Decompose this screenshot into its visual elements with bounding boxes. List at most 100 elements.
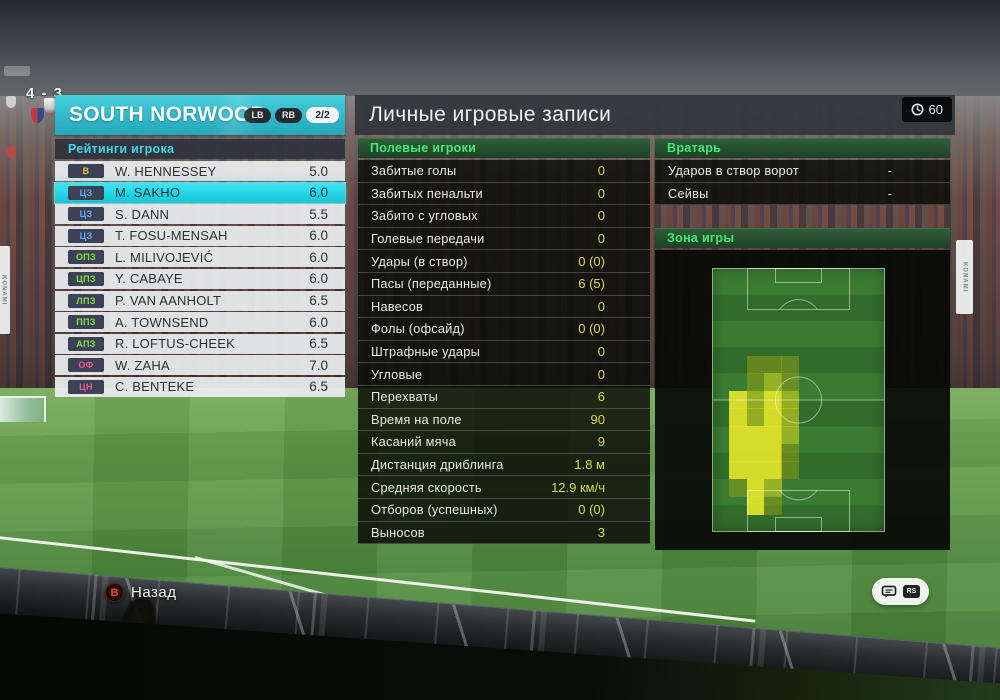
player-row[interactable]: ППЗ A. TOWNSEND 6.0: [55, 312, 345, 333]
stat-row: Голевые передачи 0: [358, 227, 650, 251]
goalkeeper-header: Вратарь: [655, 138, 950, 158]
position-badge: ЦЗ: [68, 185, 104, 200]
zone-panel: [655, 249, 950, 550]
stat-label: Сейвы: [668, 185, 709, 201]
team-name: SOUTH NORWOOD: [69, 103, 267, 126]
heat-cell: [781, 426, 799, 445]
heat-cell: [746, 390, 765, 409]
heat-cell: [746, 408, 765, 427]
player-name: C. BENTEKE: [115, 379, 195, 395]
heat-cell: [746, 443, 765, 462]
stat-value: -: [887, 163, 892, 179]
stat-value: 0: [597, 366, 605, 382]
player-row[interactable]: ЛПЗ P. VAN AANHOLT 6.5: [55, 290, 345, 311]
stat-value: 0: [597, 163, 605, 179]
heat-cell: [763, 478, 782, 497]
position-badge: ЦЗ: [68, 228, 104, 243]
player-row[interactable]: ОПЗ L. MILIVOJEVIĆ 6.0: [55, 247, 345, 268]
player-name: S. DANN: [115, 206, 170, 222]
player-name: P. VAN AANHOLT: [115, 293, 222, 309]
player-rating: 5.0: [309, 163, 328, 179]
goalkeeper-section: Вратарь Ударов в створ ворот - Сейвы - З…: [655, 138, 950, 550]
player-row[interactable]: ЦЗ S. DANN 5.5: [55, 204, 345, 225]
heat-cell: [781, 443, 799, 462]
rb-button[interactable]: RB: [275, 107, 302, 123]
stat-row: Штрафные удары 0: [358, 340, 650, 364]
heat-cell: [746, 373, 765, 392]
konami-banner: KONAMI: [956, 240, 973, 314]
stat-value: 90: [590, 411, 605, 427]
stat-row: Ударов в створ ворот -: [655, 160, 950, 183]
player-name: W. ZAHA: [115, 357, 170, 373]
stat-row: Выносов 3: [358, 521, 650, 545]
heat-cell: [763, 443, 782, 462]
heat-cell: [729, 408, 748, 427]
player-row[interactable]: АПЗ R. LOFTUS-CHEEK 6.5: [55, 333, 345, 354]
stat-label: Касаний мяча: [371, 434, 456, 450]
player-row[interactable]: ЦЗ T. FOSU-MENSAH 6.0: [55, 225, 345, 246]
pitch-lines: [712, 267, 885, 532]
stat-value: 12.9 км/ч: [551, 479, 605, 495]
stat-row: Отборов (успешных) 0 (0): [358, 498, 650, 522]
stat-value: 0: [597, 231, 605, 247]
player-row[interactable]: В W. HENNESSEY 5.0: [55, 161, 345, 181]
clock-minute: 60: [928, 102, 943, 117]
heat-cell: [763, 355, 782, 374]
stat-label: Забито с угловых: [371, 208, 478, 224]
heat-cell: [763, 408, 782, 427]
heat-cell: [729, 443, 748, 462]
stat-label: Забитых пенальти: [371, 185, 483, 201]
position-badge: ЦПЗ: [68, 271, 104, 286]
player-row[interactable]: ЦЗ M. SAKHO 6.0: [55, 182, 345, 203]
position-badge: ППЗ: [68, 315, 104, 330]
goal-frame: [0, 396, 46, 422]
team-header: SOUTH NORWOOD LB RB 2/2: [55, 95, 345, 135]
stat-value: 0: [597, 185, 605, 201]
player-rating: 6.0: [309, 249, 328, 265]
lb-button[interactable]: LB: [244, 107, 271, 123]
position-badge: ЦЗ: [68, 207, 104, 222]
player-rating: 6.5: [309, 379, 328, 395]
goalkeeper-stats-list: Ударов в створ ворот - Сейвы -: [655, 160, 950, 206]
records-title-bar: Личные игровые записи 60: [355, 95, 955, 135]
stat-row: Дистанция дриблинга 1.8 м: [358, 453, 650, 477]
home-crest: [31, 108, 44, 123]
match-score: 4 - 3: [26, 85, 64, 102]
heat-cell: [763, 496, 782, 515]
stat-value: 6 (5): [578, 276, 605, 292]
stat-value: -: [887, 185, 892, 201]
stat-value: 6: [597, 389, 605, 405]
player-rating: 6.0: [309, 314, 328, 330]
player-name: A. TOWNSEND: [115, 314, 209, 330]
player-rating: 6.5: [309, 293, 328, 309]
stat-row: Время на поле 90: [358, 408, 650, 432]
stat-row: Касаний мяча 9: [358, 431, 650, 454]
heat-cell: [763, 426, 782, 445]
player-rating: 7.0: [309, 357, 328, 373]
player-name: R. LOFTUS-CHEEK: [115, 336, 236, 352]
stat-row: Пасы (переданные) 6 (5): [358, 272, 650, 296]
field-stats-list: Забитые голы 0 Забитых пенальти 0 Забито…: [358, 160, 650, 545]
controller-hint-pill[interactable]: RS: [872, 578, 929, 605]
stat-value: 0: [597, 208, 605, 224]
player-row[interactable]: ЦН C. BENTEKE 6.5: [55, 376, 345, 397]
stat-value: 0: [597, 344, 605, 360]
stat-value: 3: [597, 524, 605, 540]
stat-row: Забитые голы 0: [358, 160, 650, 183]
konami-banner: KONAMI: [0, 246, 10, 334]
player-rating: 6.0: [309, 185, 328, 201]
stat-label: Штрафные удары: [371, 344, 480, 360]
stat-value: 0 (0): [578, 253, 605, 269]
stat-value: 0: [597, 298, 605, 314]
heat-cell: [781, 390, 799, 409]
player-row[interactable]: ОФ W. ZAHA 7.0: [55, 355, 345, 376]
stat-label: Время на поле: [371, 411, 462, 427]
stat-label: Навесов: [371, 298, 423, 314]
stat-label: Средняя скорость: [371, 479, 482, 495]
b-button-icon[interactable]: B: [105, 583, 124, 602]
page-indicator: 2/2: [306, 107, 339, 123]
player-row[interactable]: ЦПЗ Y. CABAYE 6.0: [55, 268, 345, 289]
heat-cell: [746, 355, 765, 374]
stat-label: Удары (в створ): [371, 253, 468, 269]
heat-cell: [781, 373, 799, 392]
